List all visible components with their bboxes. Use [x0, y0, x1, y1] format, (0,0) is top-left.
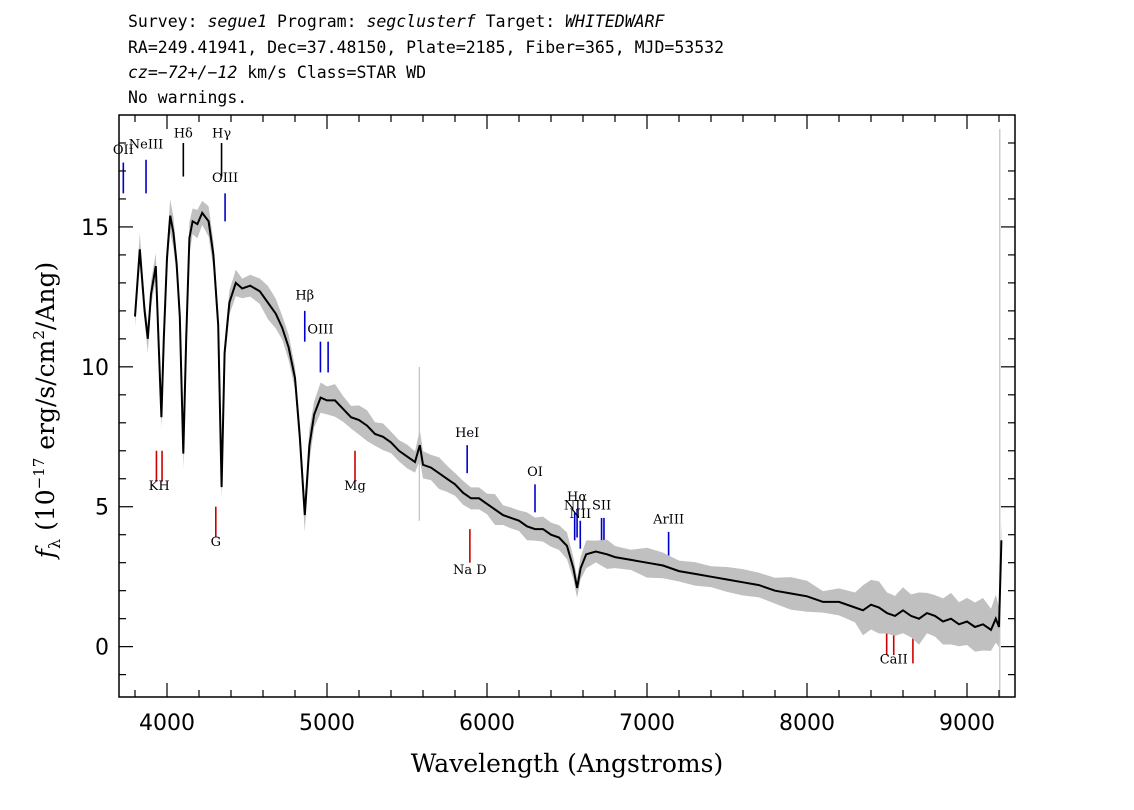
header-line-2: RA=249.41941, Dec=37.48150, Plate=2185, … — [128, 38, 725, 57]
balmer-label-0: Hδ — [174, 126, 193, 141]
emission-label-13: ArIII — [652, 513, 684, 528]
y-label-part3: /Ang) — [31, 262, 60, 330]
line-markers: OIINeIIIOIIIHβOIIIHeIOINIIHαNIISIIArIIIH… — [113, 126, 914, 667]
emission-label-11: SII — [592, 499, 611, 514]
x-tick-label-4000: 4000 — [139, 711, 195, 736]
x-tick-label-9000: 9000 — [939, 711, 995, 736]
y-label-exp2: 2 — [30, 330, 48, 340]
spectrum-data — [134, 128, 1003, 697]
cz-label: cz — [128, 63, 148, 82]
absorption-label-4: Mg — [344, 479, 366, 494]
emission-label-10: NII — [569, 507, 591, 522]
y-tick-label-5: 5 — [95, 496, 109, 521]
emission-label-4: OIII — [307, 322, 333, 337]
x-tick-label-6000: 6000 — [459, 711, 515, 736]
emission-label-9: Hα — [567, 490, 587, 505]
survey-label: Survey: — [128, 12, 208, 31]
x-tick-label-7000: 7000 — [619, 711, 675, 736]
cz-value: =−72+/−12 — [147, 63, 238, 82]
program-label: Program: — [267, 12, 367, 31]
y-label-exp1: −17 — [30, 458, 48, 490]
header-line-3: cz=−72+/−12 km/s Class=STAR WD — [128, 63, 426, 82]
emission-label-8: NII — [564, 499, 586, 514]
y-label-sub: λ — [45, 539, 64, 549]
absorption-label-7: CaII — [880, 652, 908, 667]
emission-label-6: HeI — [455, 426, 479, 441]
target-value: WHITEDWARF — [565, 12, 665, 31]
emission-label-7: OI — [527, 465, 543, 480]
emission-label-0: OII — [113, 143, 134, 158]
program-value: segclusterf — [366, 12, 476, 31]
emission-label-1: NeIII — [129, 138, 163, 153]
x-axis-label: Wavelength (Angstroms) — [411, 749, 723, 778]
y-label-f: f — [31, 545, 60, 560]
header-line-4: No warnings. — [128, 88, 248, 107]
x-tick-label-5000: 5000 — [299, 711, 355, 736]
balmer-label-1: Hγ — [212, 126, 231, 141]
target-label: Target: — [475, 12, 566, 31]
y-axis-label: fλ (10−17 erg/s/cm2/Ang) — [30, 262, 64, 561]
cz-unit-class: km/s Class=STAR WD — [237, 63, 427, 82]
absorption-label-3: G — [211, 535, 221, 550]
emission-label-2: OIII — [212, 171, 238, 186]
survey-value: segue1 — [207, 12, 268, 31]
y-tick-label-0: 0 — [95, 636, 109, 661]
y-tick-label-10: 10 — [81, 356, 109, 381]
error-band — [135, 199, 1002, 652]
spectrum-line — [134, 210, 1003, 632]
plot-axes: 4000 5000 6000 7000 8000 9000 0 5 10 15 — [81, 114, 1016, 736]
header-line-1: Survey: segue1 Program: segclusterf Targ… — [128, 12, 664, 31]
y-label-part1: (10 — [31, 489, 60, 539]
x-tick-label-8000: 8000 — [779, 711, 835, 736]
plot-frame — [118, 114, 1016, 698]
y-tick-label-15: 15 — [81, 216, 109, 241]
absorption-label-2: KH — [149, 479, 170, 494]
absorption-label-5: Na D — [453, 563, 487, 578]
y-label-part2: erg/s/cm — [31, 339, 60, 457]
emission-label-3: Hβ — [295, 289, 314, 304]
